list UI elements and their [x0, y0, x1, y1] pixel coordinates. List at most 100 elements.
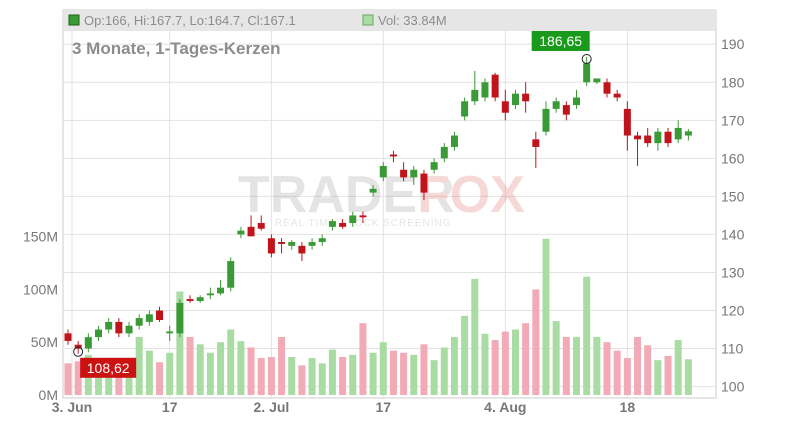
- candlestick: [237, 226, 245, 239]
- candle-body: [684, 131, 692, 136]
- candlestick: [532, 131, 540, 168]
- traderfox-watermark: TRADER FOX REAL TIME STOCK SCREENING: [238, 166, 525, 229]
- candle-body: [461, 101, 469, 117]
- volume-bar: [410, 354, 418, 395]
- candlestick: [379, 162, 387, 182]
- candlestick: [288, 240, 296, 250]
- volume-bar: [318, 363, 326, 395]
- candlestick: [461, 97, 469, 121]
- candlestick: [298, 242, 306, 262]
- candlestick: [440, 143, 448, 163]
- candlestick: [247, 215, 255, 237]
- candle-body: [450, 135, 458, 147]
- price-tick-label: 150: [721, 188, 745, 204]
- volume-bar: [430, 360, 438, 395]
- volume-bar: [247, 347, 255, 395]
- candlestick: [573, 89, 580, 109]
- volume-bar: [298, 365, 306, 395]
- volume-bar: [227, 329, 235, 395]
- price-tick-label: 130: [721, 264, 745, 280]
- volume-bar: [166, 352, 174, 395]
- candlestick: [135, 314, 143, 330]
- candle-body: [115, 321, 123, 334]
- candlestick: [684, 129, 692, 141]
- candlestick: [145, 310, 153, 326]
- volume-bar: [237, 341, 245, 395]
- volume-bar: [257, 358, 265, 395]
- candle-body: [237, 230, 245, 235]
- candlestick: [644, 127, 652, 147]
- candle-body: [613, 93, 621, 98]
- candle-body: [359, 215, 367, 218]
- candle-body: [369, 188, 377, 193]
- candle-body: [511, 93, 519, 106]
- volume-bar: [440, 347, 448, 395]
- candle-body: [278, 242, 286, 244]
- candle-body: [623, 108, 631, 136]
- candle-body: [339, 223, 347, 227]
- candle-body: [74, 344, 82, 349]
- candlestick: [95, 325, 103, 341]
- volume-bar: [135, 336, 143, 395]
- volume-bar: [603, 342, 611, 395]
- candle-body: [471, 89, 479, 102]
- volume-legend-text: Vol: 33.84M: [378, 13, 447, 28]
- volume-bar: [339, 356, 347, 395]
- candlestick: [664, 127, 672, 147]
- candle-body: [166, 331, 174, 334]
- min-label: 108,62: [87, 360, 130, 376]
- date-tick-label: 2. Jul: [254, 399, 290, 415]
- candle-body: [664, 131, 672, 144]
- plot-area: [62, 9, 717, 399]
- candlestick: [217, 280, 225, 296]
- volume-bar: [349, 354, 357, 395]
- candlestick: [593, 78, 601, 85]
- candle-body: [135, 318, 143, 326]
- candle-body: [196, 297, 204, 301]
- candle-body: [532, 139, 540, 147]
- candlestick: [105, 318, 113, 334]
- price-tick-label: 110: [721, 341, 744, 357]
- volume-bar: [654, 360, 662, 395]
- ohlc-legend-text: Op:166, Hi:167.7, Lo:164.7, Cl:167.1: [84, 13, 296, 28]
- candle-body: [64, 333, 72, 341]
- candle-body: [410, 169, 418, 178]
- volume-bar: [471, 278, 479, 395]
- candle-body: [430, 162, 438, 170]
- volume-bar: [308, 358, 316, 395]
- candle-body: [125, 325, 133, 334]
- candle-body: [583, 63, 591, 83]
- candle-body: [491, 74, 499, 98]
- volume-bar: [461, 315, 469, 395]
- candlestick: [359, 211, 367, 224]
- date-tick-label: 18: [620, 399, 636, 415]
- volume-bar: [288, 356, 296, 395]
- candle-body: [389, 154, 397, 157]
- volume-bar: [196, 344, 204, 395]
- candle-body: [298, 245, 306, 254]
- candlestick: [115, 318, 123, 338]
- candlestick: [318, 234, 326, 246]
- candle-body: [95, 329, 103, 338]
- candlestick: [125, 321, 133, 338]
- volume-bar: [532, 289, 540, 395]
- candlestick: [501, 89, 509, 121]
- candlestick: [430, 158, 438, 174]
- candlestick: [328, 219, 336, 231]
- candlestick: [176, 299, 184, 338]
- candle-body: [542, 108, 550, 132]
- candle-body: [379, 165, 387, 178]
- candle-body: [257, 223, 265, 229]
- ohlc-legend-swatch: [68, 14, 80, 26]
- volume-bar: [156, 362, 164, 395]
- volume-bar: [64, 363, 72, 395]
- candle-body: [552, 101, 560, 109]
- candle-body: [156, 310, 164, 321]
- candlestick: [623, 101, 631, 151]
- candlestick: [389, 150, 397, 163]
- volume-bar: [359, 323, 367, 395]
- candle-body: [634, 135, 642, 140]
- candle-body: [227, 261, 235, 288]
- candle-body: [501, 101, 509, 113]
